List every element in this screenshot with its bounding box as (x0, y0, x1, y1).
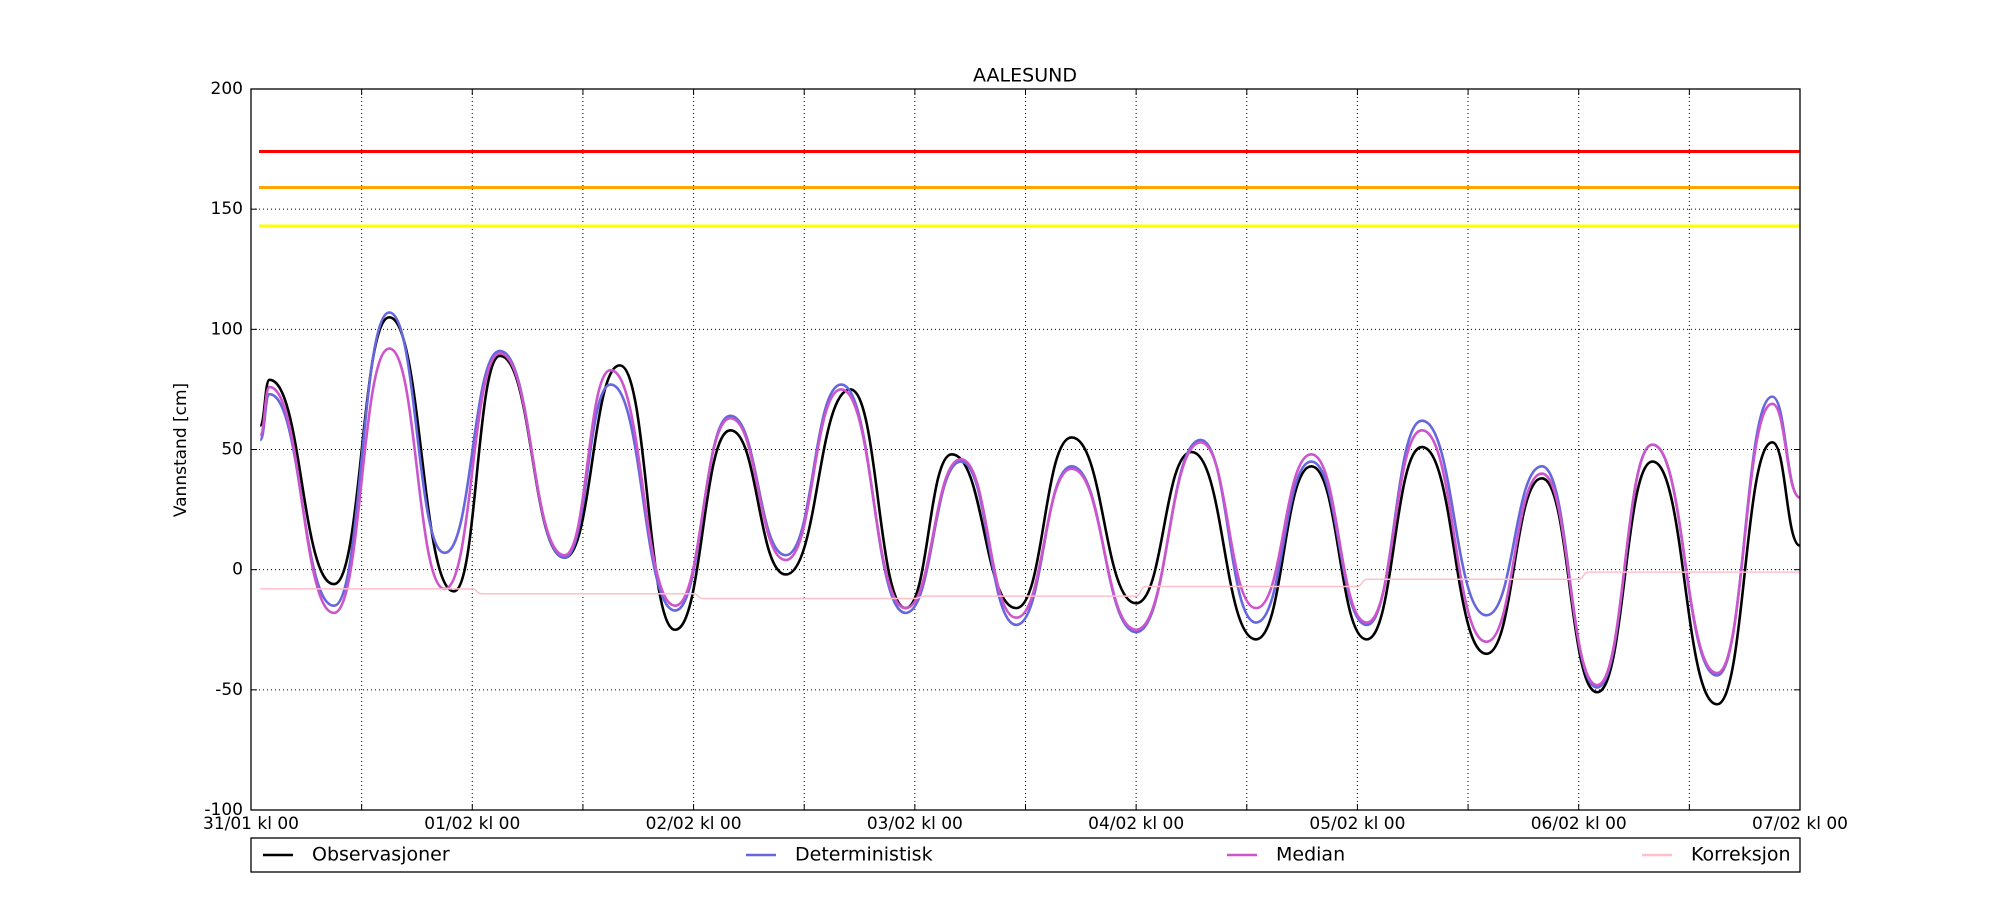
x-tick-label: 06/02 kl 00 (1531, 814, 1627, 834)
y-tick-label: -100 (204, 800, 243, 820)
y-tick-label: 100 (211, 319, 243, 339)
y-tick-label: 150 (211, 199, 243, 219)
y-axis-label: Vannstand [cm] (171, 383, 191, 517)
x-tick-label: 04/02 kl 00 (1088, 814, 1184, 834)
legend-box (250, 837, 1801, 873)
x-tick-label: 01/02 kl 00 (424, 814, 520, 834)
y-tick-label: -50 (215, 680, 243, 700)
legend-label: Deterministisk (795, 844, 933, 866)
plot-frame (250, 88, 1801, 811)
legend-label: Median (1276, 844, 1345, 866)
x-tick-label: 07/02 kl 00 (1752, 814, 1848, 834)
x-tick-label: 02/02 kl 00 (646, 814, 742, 834)
legend-label: Korreksjon (1691, 844, 1791, 866)
x-tick-label: 03/02 kl 00 (867, 814, 963, 834)
series-line (260, 571, 1800, 600)
x-tick-label: 31/01 kl 00 (203, 814, 299, 834)
y-tick-label: 50 (221, 440, 243, 460)
x-tick-label: 05/02 kl 00 (1309, 814, 1405, 834)
y-tick-label: 200 (211, 79, 243, 99)
chart-title: AALESUND (973, 65, 1077, 87)
y-tick-label: 0 (232, 560, 243, 580)
legend-label: Observasjoner (312, 844, 450, 866)
series-line (258, 347, 1801, 687)
